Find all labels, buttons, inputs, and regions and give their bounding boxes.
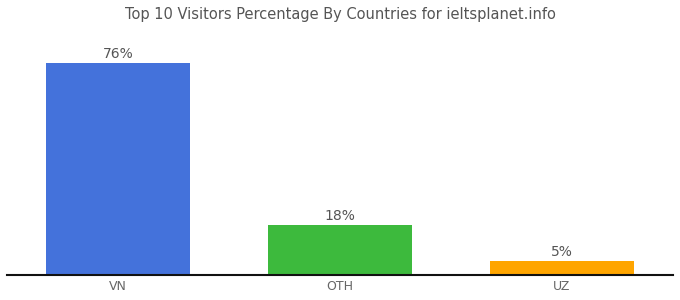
Title: Top 10 Visitors Percentage By Countries for ieltsplanet.info: Top 10 Visitors Percentage By Countries … xyxy=(124,7,556,22)
Text: 76%: 76% xyxy=(103,47,133,61)
Bar xyxy=(46,64,190,275)
Text: 18%: 18% xyxy=(324,209,356,223)
Bar xyxy=(268,225,412,275)
Bar xyxy=(490,261,634,275)
Text: 5%: 5% xyxy=(551,245,573,259)
